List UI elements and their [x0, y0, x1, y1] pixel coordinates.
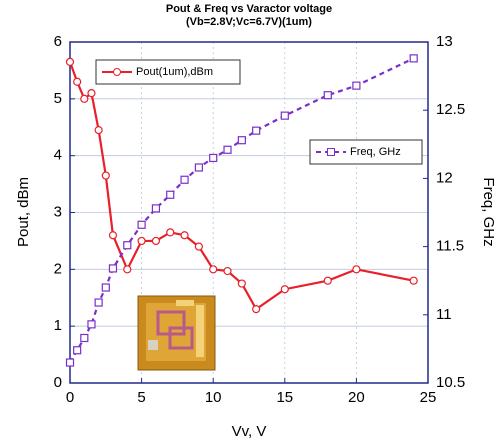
- point: [151, 204, 161, 213]
- point: [123, 265, 132, 274]
- point: [209, 265, 218, 274]
- y2-axis-label: Freq, GHz: [480, 177, 497, 246]
- point: [80, 333, 89, 343]
- point: [323, 276, 332, 285]
- y-tick-label: 0: [54, 374, 62, 391]
- y-tick-label: 5: [54, 90, 62, 107]
- legend-label: Freq, GHz: [350, 146, 401, 158]
- point: [108, 264, 118, 273]
- chart-subtitle: (Vb=2.8V;Vc=6.7V)(1um): [186, 16, 312, 28]
- series-line: [69, 57, 415, 364]
- point: [237, 279, 246, 288]
- point: [180, 231, 189, 240]
- point: [101, 283, 110, 292]
- point: [108, 231, 118, 240]
- y-tick-label: 2: [54, 260, 62, 277]
- y2-tick-label: 13: [436, 33, 453, 50]
- x-tick-label: 15: [276, 389, 293, 406]
- chip-inset: [137, 295, 216, 371]
- x-tick-label: 10: [205, 389, 222, 406]
- legend-label: Pout(1um),dBm: [136, 66, 213, 78]
- x-tick-label: 25: [420, 389, 437, 406]
- point: [194, 163, 203, 172]
- y-tick-label: 3: [54, 203, 62, 220]
- y-axis-label: Pout, dBm: [15, 177, 32, 247]
- point: [151, 236, 161, 246]
- point: [166, 228, 175, 237]
- point: [137, 236, 146, 246]
- point: [223, 266, 232, 276]
- y-tick-label: 6: [54, 33, 62, 50]
- point: [323, 91, 332, 100]
- point: [87, 89, 96, 98]
- chart-title: Pout & Freq vs Varactor voltage: [166, 3, 332, 15]
- point: [94, 298, 103, 307]
- x-tick-label: 20: [348, 389, 365, 406]
- point: [223, 145, 232, 154]
- point: [73, 77, 82, 86]
- point: [352, 81, 361, 90]
- y2-tick-label: 11.5: [436, 238, 464, 255]
- x-tick-label: 5: [137, 389, 145, 406]
- point: [194, 242, 203, 251]
- point: [137, 220, 146, 229]
- point: [65, 57, 75, 66]
- point: [237, 136, 246, 145]
- legend-marker: [327, 148, 335, 156]
- point: [180, 175, 189, 184]
- y-tick-label: 1: [54, 317, 62, 334]
- legend-marker: [113, 68, 121, 76]
- plot-frame: [69, 41, 429, 384]
- point: [73, 346, 82, 355]
- point: [87, 320, 96, 329]
- point: [280, 111, 289, 120]
- y2-tick-label: 10.5: [436, 374, 465, 391]
- legend-box: [309, 139, 423, 165]
- point: [252, 305, 261, 314]
- point: [123, 241, 132, 250]
- point: [409, 54, 418, 63]
- x-tick-label: 0: [66, 389, 74, 406]
- point: [101, 171, 110, 180]
- y2-tick-label: 12: [436, 169, 453, 186]
- point: [352, 265, 361, 274]
- y2-tick-label: 11: [436, 306, 452, 323]
- point: [80, 94, 89, 103]
- point: [65, 358, 75, 367]
- point: [166, 190, 175, 199]
- x-axis-label: Vv, V: [232, 423, 267, 440]
- y2-tick-label: 12.5: [436, 101, 465, 118]
- point: [94, 125, 103, 135]
- point: [252, 126, 261, 135]
- point: [280, 285, 289, 294]
- point: [409, 276, 418, 285]
- y-tick-label: 4: [54, 147, 62, 164]
- point: [209, 153, 218, 163]
